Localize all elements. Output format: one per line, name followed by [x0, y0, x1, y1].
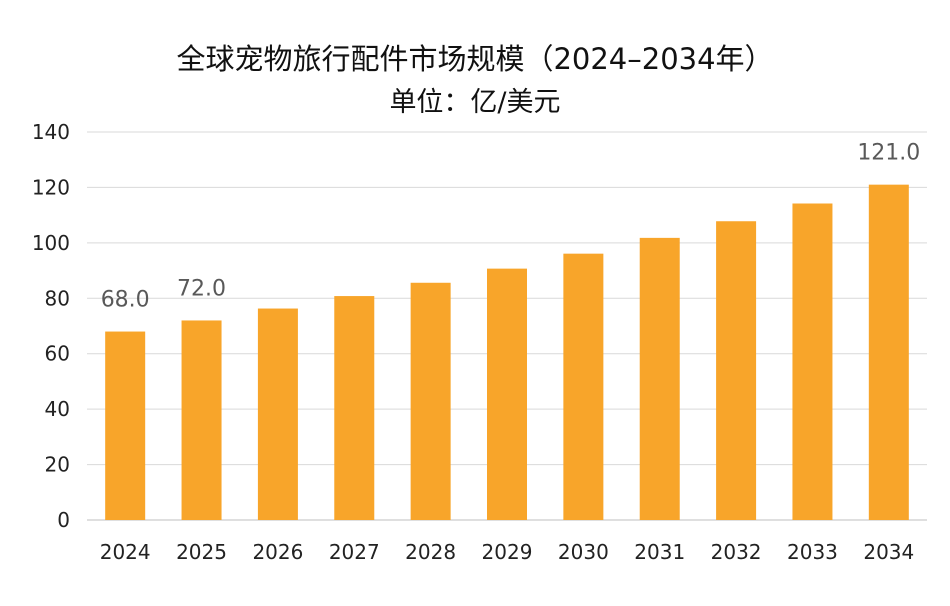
x-tick-label: 2034 [863, 540, 914, 564]
x-tick-label: 2026 [252, 540, 303, 564]
bars [105, 184, 909, 521]
y-tick-label: 20 [45, 453, 70, 477]
y-tick-label: 0 [57, 508, 70, 532]
y-tick-label: 60 [45, 342, 70, 366]
y-axis-tick-labels: 0 20 40 60 80 100 120 140 [32, 120, 70, 532]
y-tick-label: 100 [32, 231, 70, 255]
x-tick-label: 2031 [634, 540, 685, 564]
x-tick-label: 2033 [787, 540, 838, 564]
y-tick-label: 120 [32, 175, 70, 199]
x-tick-label: 2029 [482, 540, 533, 564]
bar-2032 [716, 221, 757, 521]
bar-2028 [410, 282, 451, 520]
x-tick-label: 2024 [100, 540, 151, 564]
x-tick-label: 2030 [558, 540, 609, 564]
data-labels: 68.0 72.0 121.0 [101, 141, 921, 313]
bar-2027 [334, 296, 375, 520]
data-label: 72.0 [177, 276, 226, 301]
bar-2034 [868, 184, 909, 520]
y-tick-label: 40 [45, 397, 70, 421]
x-tick-label: 2032 [711, 540, 762, 564]
chart-subtitle: 单位：亿/美元 [389, 87, 560, 118]
y-tick-label: 80 [45, 286, 70, 310]
y-tick-label: 140 [32, 120, 70, 144]
bar-2024 [105, 331, 146, 520]
chart-title: 全球宠物旅行配件市场规模（2024–2034年） [176, 42, 773, 76]
x-axis-tick-labels: 2024 2025 2026 2027 2028 2029 2030 2031 2032 2033… [100, 540, 915, 564]
bar-2031 [639, 237, 680, 520]
bar-2030 [563, 253, 604, 520]
bar-2029 [487, 268, 527, 520]
data-label: 68.0 [101, 288, 150, 313]
x-tick-label: 2025 [176, 540, 227, 564]
bar-2025 [181, 320, 222, 520]
x-tick-label: 2027 [329, 540, 380, 564]
bar-2033 [792, 203, 833, 520]
data-label: 121.0 [857, 141, 920, 166]
x-tick-label: 2028 [405, 540, 456, 564]
bar-2026 [257, 308, 298, 520]
